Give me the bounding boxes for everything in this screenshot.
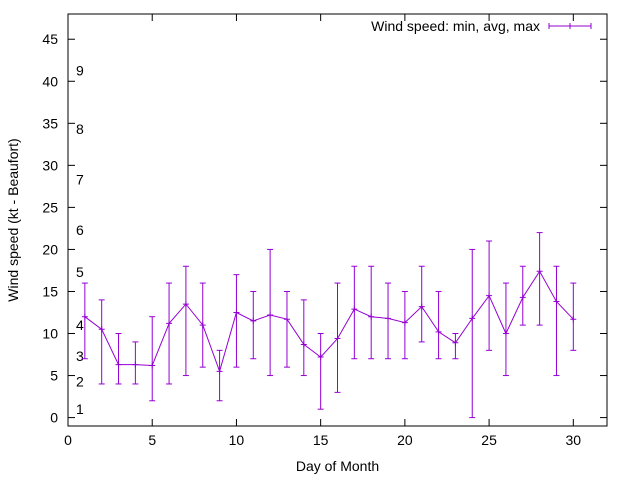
- data-point: [401, 319, 408, 326]
- beaufort-label: 2: [76, 373, 84, 389]
- plot-frame: [67, 13, 608, 427]
- error-bar: [553, 265, 560, 377]
- x-tick-label: 5: [148, 432, 156, 448]
- beaufort-label: 7: [76, 172, 84, 188]
- y-tick-label: 5: [50, 368, 58, 384]
- data-point: [267, 312, 274, 319]
- data-point: [385, 315, 392, 322]
- x-tick-label: 25: [481, 432, 497, 448]
- error-bar: [166, 282, 173, 385]
- legend-key: [548, 23, 592, 29]
- beaufort-label: 8: [76, 121, 84, 137]
- data-point: [570, 316, 577, 323]
- error-bar: [233, 274, 240, 368]
- x-tick-label: 0: [64, 432, 72, 448]
- y-tick-label: 35: [42, 115, 58, 131]
- error-bar: [182, 265, 189, 377]
- x-tick-label: 30: [566, 432, 582, 448]
- error-bar: [98, 299, 105, 385]
- error-bar: [283, 290, 290, 368]
- data-point: [452, 339, 459, 346]
- beaufort-label: 3: [76, 348, 84, 364]
- error-bar: [452, 333, 459, 360]
- y-tick-label: 0: [50, 410, 58, 426]
- data-point: [334, 335, 341, 342]
- x-tick-label: 10: [229, 432, 245, 448]
- data-point: [317, 354, 324, 361]
- y-tick-label: 45: [42, 31, 58, 47]
- data-point: [132, 361, 139, 368]
- data-point: [98, 326, 105, 333]
- data-point: [250, 317, 257, 324]
- error-bar: [435, 290, 442, 360]
- x-axis: 0 5 10 15 20 25 30: [64, 14, 581, 448]
- y-tick-label: 25: [42, 199, 58, 215]
- error-bar: [368, 265, 375, 360]
- data-point: [199, 322, 206, 329]
- beaufort-label: 4: [76, 317, 84, 333]
- data-point: [115, 361, 122, 368]
- y-tick-label: 30: [42, 157, 58, 173]
- beaufort-scale-labels: 1 2 3 4 5 6 7 8 9: [76, 62, 84, 417]
- error-bar: [469, 248, 476, 419]
- x-tick-label: 15: [313, 432, 329, 448]
- series-line: [84, 270, 574, 373]
- data-point: [283, 316, 290, 323]
- error-bar: [115, 333, 122, 385]
- y-tick-label: 10: [42, 326, 58, 342]
- y-tick-label: 15: [42, 283, 58, 299]
- data-point: [166, 320, 173, 327]
- data-point: [149, 362, 156, 369]
- beaufort-label: 9: [76, 62, 84, 78]
- x-tick-label: 20: [397, 432, 413, 448]
- data-point: [233, 309, 240, 316]
- error-bar: [81, 282, 88, 360]
- data-point: [351, 306, 358, 313]
- legend-label: Wind speed: min, avg, max: [371, 18, 540, 34]
- beaufort-label: 1: [76, 401, 84, 417]
- data-point: [435, 328, 442, 335]
- beaufort-label: 6: [76, 222, 84, 238]
- error-bar: [536, 232, 543, 326]
- data-point: [469, 315, 476, 322]
- y-tick-label: 20: [42, 241, 58, 257]
- error-bar: [502, 282, 509, 377]
- data-point: [519, 294, 526, 301]
- error-bar: [300, 299, 307, 377]
- error-bar: [317, 333, 324, 410]
- y-tick-label: 40: [42, 73, 58, 89]
- data-point: [536, 268, 543, 275]
- data-point: [502, 330, 509, 337]
- y-axis-title: Wind speed (kt - Beaufort): [5, 138, 21, 301]
- error-bar: [149, 316, 156, 402]
- series-layer: [81, 232, 577, 419]
- data-point: [486, 292, 493, 299]
- data-point: [216, 368, 223, 375]
- error-bar: [216, 349, 223, 402]
- data-point: [418, 303, 425, 310]
- error-bar: [250, 290, 257, 360]
- legend: Wind speed: min, avg, max: [371, 18, 592, 34]
- data-point: [81, 313, 88, 320]
- data-point: [553, 298, 560, 305]
- error-bar: [351, 265, 358, 360]
- data-point: [368, 313, 375, 320]
- data-point: [182, 301, 189, 308]
- data-point: [300, 341, 307, 348]
- x-axis-title: Day of Month: [296, 458, 379, 474]
- beaufort-label: 5: [76, 264, 84, 280]
